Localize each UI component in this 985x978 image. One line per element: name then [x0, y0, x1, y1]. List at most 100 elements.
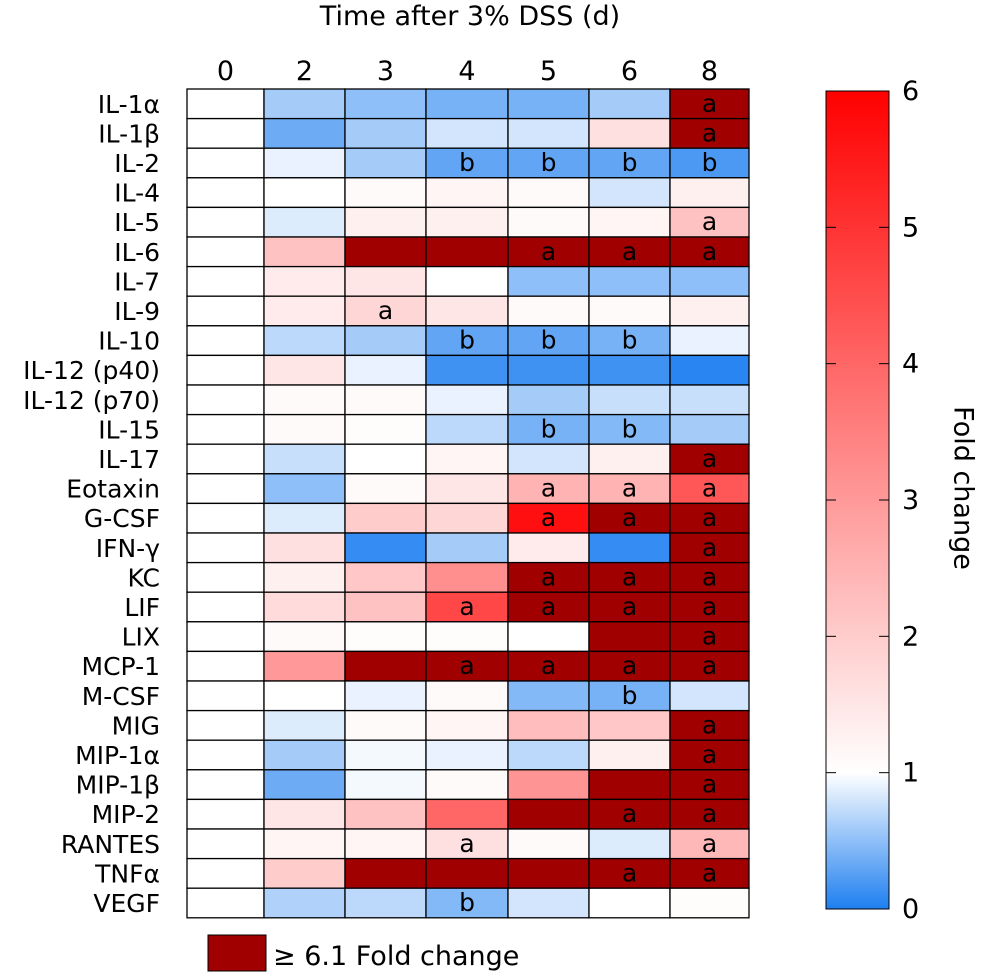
- heatmap-cell: [588, 473, 671, 505]
- heatmap-cell: [425, 117, 509, 149]
- heatmap-cell: [186, 265, 265, 297]
- heatmap-cell: [669, 443, 750, 475]
- row-label: G-CSF: [84, 504, 160, 533]
- cell-annotation: a: [702, 562, 717, 591]
- heatmap-cell: [263, 680, 346, 712]
- row-label: IFN-γ: [96, 534, 160, 563]
- heatmap-cell: [263, 887, 346, 919]
- cell-annotation: b: [541, 148, 557, 177]
- heatmap-cell: [669, 591, 750, 623]
- row-label: VEGF: [93, 889, 160, 918]
- cell-annotation: a: [702, 592, 717, 621]
- cell-annotation: a: [702, 770, 717, 799]
- cell-annotation: b: [702, 148, 718, 177]
- heatmap-cell: [186, 502, 265, 534]
- heatmap-cell: [425, 798, 509, 830]
- heatmap-cell: [344, 709, 427, 741]
- cell-annotation: a: [541, 651, 556, 680]
- heatmap-cell: [263, 502, 346, 534]
- heatmap-cell: [507, 206, 590, 238]
- heatmap-cell: [588, 769, 671, 801]
- heatmap-cell: [263, 739, 346, 771]
- colorbar-tick-label: 5: [902, 212, 919, 243]
- column-label: 3: [377, 56, 394, 87]
- heatmap-cell: [263, 857, 346, 889]
- heatmap-cell: [263, 384, 346, 416]
- heatmap-cell: [669, 177, 750, 209]
- heatmap-cell: [669, 650, 750, 682]
- colorbar-tick-label: 2: [902, 621, 919, 652]
- column-label: 5: [540, 56, 557, 87]
- heatmap-cell: [186, 88, 265, 120]
- cell-annotation: b: [622, 326, 638, 355]
- heatmap-cell: [425, 502, 509, 534]
- heatmap-cell: [186, 561, 265, 593]
- heatmap-cell: [344, 857, 427, 889]
- heatmap-cell: [425, 325, 509, 357]
- heatmap-cell: [425, 739, 509, 771]
- heatmap-cell: [669, 857, 750, 889]
- heatmap-cell: [186, 591, 265, 623]
- heatmap-cell: [344, 591, 427, 623]
- cell-annotation: a: [622, 592, 637, 621]
- cell-annotation: a: [702, 118, 717, 147]
- column-label: 2: [296, 56, 313, 87]
- heatmap-cell: [186, 532, 265, 564]
- heatmap-cell: [186, 650, 265, 682]
- heatmap-cell: [263, 413, 346, 445]
- heatmap-cell: [263, 177, 346, 209]
- heatmap-cell: [263, 561, 346, 593]
- cell-annotation: a: [378, 296, 393, 325]
- heatmap-cell: [425, 413, 509, 445]
- heatmap-cell: [507, 117, 590, 149]
- heatmap-cell: [344, 798, 427, 830]
- row-label: KC: [128, 563, 160, 592]
- heatmap-cell: [588, 621, 671, 653]
- heatmap-cell: [425, 561, 509, 593]
- heatmap-cell: [588, 532, 671, 564]
- cell-annotation: a: [702, 503, 717, 532]
- heatmap-cell: [186, 384, 265, 416]
- heatmap-cell: [669, 739, 750, 771]
- heatmap-cell: [263, 295, 346, 327]
- row-label: LIF: [124, 593, 160, 622]
- cell-annotation: a: [541, 562, 556, 591]
- heatmap-cell: [425, 709, 509, 741]
- heatmap-cell: [507, 236, 590, 268]
- row-label: LIX: [122, 623, 160, 652]
- heatmap-cell: [344, 117, 427, 149]
- row-label: MIG: [112, 711, 160, 740]
- heatmap-cell: [588, 413, 671, 445]
- heatmap-cell: [669, 502, 750, 534]
- heatmap-cell: [186, 473, 265, 505]
- heatmap-cell: [263, 650, 346, 682]
- heatmap-cell: [588, 709, 671, 741]
- heatmap-cell: [263, 473, 346, 505]
- row-labels: IL-1αIL-1βIL-2IL-4IL-5IL-6IL-7IL-9IL-10I…: [23, 90, 160, 918]
- row-label: IL-17: [98, 445, 160, 474]
- cell-annotation: b: [622, 148, 638, 177]
- cell-annotation: a: [702, 622, 717, 651]
- heatmap-cell: [425, 857, 509, 889]
- heatmap-cell: [507, 709, 590, 741]
- heatmap-cell: [344, 561, 427, 593]
- heatmap-cell: [186, 887, 265, 919]
- heatmap-cell: [186, 236, 265, 268]
- heatmap-cell: [507, 384, 590, 416]
- heatmap-cell: [344, 621, 427, 653]
- row-label: RANTES: [61, 830, 160, 859]
- heatmap-cell: [669, 265, 750, 297]
- heatmap-cell: [669, 887, 750, 919]
- heatmap-cell: [186, 769, 265, 801]
- heatmap-cell: [588, 384, 671, 416]
- heatmap-cell: [588, 828, 671, 860]
- column-label: 8: [701, 56, 718, 87]
- row-label: IL-12 (p70): [23, 386, 160, 415]
- heatmap-cell: [344, 650, 427, 682]
- heatmap-cell: [344, 680, 427, 712]
- heatmap-cell: [263, 621, 346, 653]
- cell-annotation: a: [702, 740, 717, 769]
- heatmap-cells: [186, 88, 750, 919]
- heatmap-cell: [186, 354, 265, 386]
- heatmap-cell: [186, 828, 265, 860]
